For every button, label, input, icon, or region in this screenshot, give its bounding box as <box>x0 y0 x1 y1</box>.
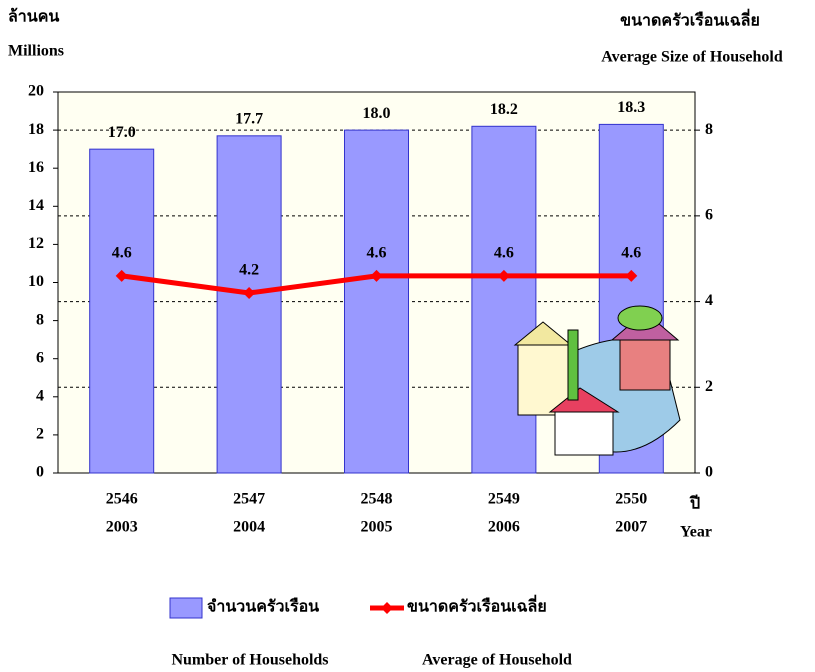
x-tick-label: 2003 <box>106 519 138 536</box>
legend-label: Average of Household <box>422 652 572 669</box>
y-tick-label: 14 <box>28 197 44 214</box>
y-tick-label: 10 <box>28 273 44 290</box>
bar <box>344 129 409 474</box>
y2-axis-label: ขนาดครัวเรือนเฉลี่ย <box>620 9 760 30</box>
y-tick-label: 16 <box>28 159 44 176</box>
y-tick-label: 8 <box>36 311 44 328</box>
data-label: 4.6 <box>621 245 641 262</box>
legend-label: Number of Households <box>171 652 328 669</box>
y-tick-label: 0 <box>36 464 44 481</box>
y-tick-label: 4 <box>36 387 44 404</box>
bar <box>216 135 282 474</box>
y2-tick-label: 0 <box>705 464 713 481</box>
x-tick-label: 2004 <box>233 519 265 536</box>
y-axis-label: Millions <box>8 43 64 60</box>
x-axis-label: ปี <box>689 494 701 513</box>
line-marker <box>625 269 638 282</box>
line-marker <box>243 287 256 299</box>
legend-label: จำนวนครัวเรือน <box>207 598 319 616</box>
x-tick-label: 2549 <box>488 491 520 508</box>
data-label: 18.0 <box>363 105 391 122</box>
y-tick-label: 12 <box>28 235 44 252</box>
y2-tick-label: 8 <box>705 121 713 138</box>
bar <box>471 125 537 474</box>
y2-tick-label: 4 <box>705 292 713 309</box>
data-label: 4.6 <box>367 245 387 262</box>
line-marker <box>497 269 510 282</box>
x-tick-label: 2007 <box>615 519 647 536</box>
legend-swatch <box>381 602 393 614</box>
legend-swatch <box>169 597 203 619</box>
data-label: 4.6 <box>494 245 514 262</box>
y-axis-label: ล้านคน <box>8 8 59 26</box>
x-tick-label: 2548 <box>361 491 393 508</box>
line-marker <box>115 269 128 282</box>
x-axis-label: Year <box>680 524 712 541</box>
y-tick-label: 20 <box>28 83 44 100</box>
data-label: 4.2 <box>239 262 259 279</box>
legend-label: ขนาดครัวเรือนเฉลี่ย <box>407 595 547 616</box>
x-tick-label: 2546 <box>106 491 138 508</box>
data-label: 18.3 <box>617 99 645 116</box>
houses-illustration <box>513 305 681 456</box>
data-label: 4.6 <box>112 245 132 262</box>
x-tick-label: 2005 <box>361 519 393 536</box>
data-label: 17.7 <box>235 110 263 127</box>
x-tick-label: 2006 <box>488 519 520 536</box>
bar <box>89 148 155 474</box>
data-label: 18.2 <box>490 101 518 118</box>
y2-axis-label: Average Size of Household <box>601 49 783 66</box>
x-tick-label: 2547 <box>233 491 265 508</box>
y-tick-label: 6 <box>36 349 44 366</box>
x-tick-label: 2550 <box>615 491 647 508</box>
y-tick-label: 2 <box>36 426 44 443</box>
data-label: 17.0 <box>108 124 136 141</box>
y2-tick-label: 6 <box>705 207 713 224</box>
line-marker <box>370 269 383 282</box>
y2-tick-label: 2 <box>705 378 713 395</box>
y-tick-label: 18 <box>28 121 44 138</box>
